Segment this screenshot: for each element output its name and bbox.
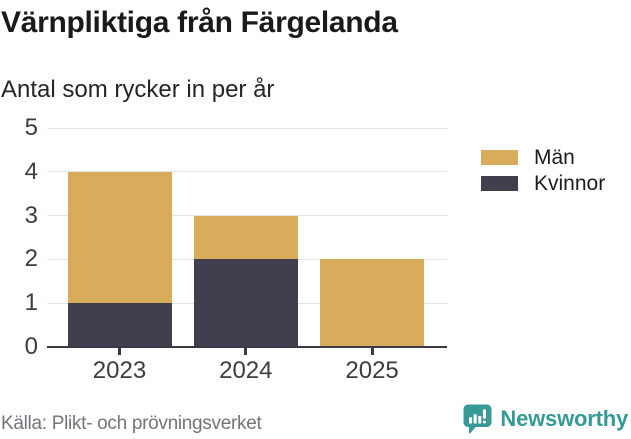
chart-legend: Män Kvinnor	[481, 146, 606, 202]
chart-subtitle: Antal som rycker in per år	[1, 76, 275, 103]
gridline	[47, 171, 447, 173]
x-axis-line	[47, 345, 447, 349]
bar-segment	[67, 171, 172, 304]
legend-item: Män	[481, 146, 605, 169]
bar-segment	[193, 259, 298, 347]
source-note: Källa: Plikt- och prövningsverket	[1, 413, 262, 434]
x-tick-label: 2025	[345, 357, 399, 384]
legend-label: Män	[534, 146, 575, 169]
gridline	[47, 127, 447, 129]
x-tick-label: 2024	[219, 357, 273, 384]
bar-segment	[193, 215, 298, 260]
legend-swatch	[481, 176, 518, 191]
y-tick-label: 3	[24, 201, 38, 229]
legend-item: Kvinnor	[481, 172, 606, 195]
newsworthy-wordmark: Newsworthy	[500, 406, 628, 431]
x-tick-mark	[370, 348, 374, 356]
bar-segment	[67, 303, 172, 347]
newsworthy-logo-link[interactable]: Newsworthy	[463, 403, 628, 435]
y-tick-label: 4	[24, 157, 38, 185]
y-tick-label: 5	[24, 114, 38, 141]
x-tick-label: 2023	[92, 357, 147, 384]
x-tick-mark	[118, 348, 121, 356]
bar-segment	[320, 259, 425, 347]
page-title: Värnpliktiga från Färgelanda	[1, 6, 398, 39]
newsworthy-bar-chart-bubble-icon	[463, 404, 492, 434]
y-tick-label: 1	[24, 289, 38, 317]
x-tick-mark	[244, 348, 248, 356]
legend-swatch	[481, 150, 518, 165]
stacked-bar-chart: 0 1 2 3 4 5 2023 2024 2025	[24, 114, 447, 384]
y-tick-label: 0	[24, 333, 38, 360]
y-tick-label: 2	[24, 245, 38, 273]
legend-label: Kvinnor	[534, 172, 606, 195]
